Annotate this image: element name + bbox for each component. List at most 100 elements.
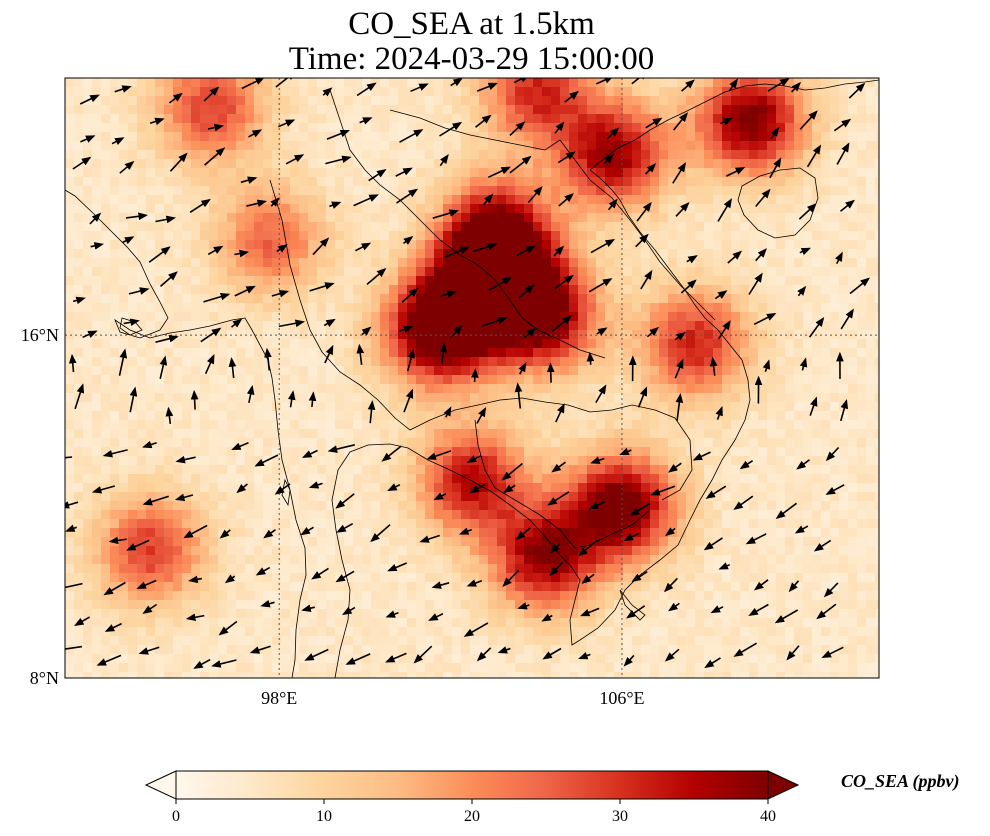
field-cell [137, 123, 147, 133]
field-cell [335, 447, 345, 457]
field-cell [641, 636, 651, 646]
field-cell [182, 87, 192, 97]
field-cell [173, 591, 183, 601]
field-cell [695, 123, 705, 133]
field-cell [659, 672, 669, 678]
field-cell [686, 96, 696, 106]
field-cell [110, 150, 120, 160]
field-cell [281, 150, 291, 160]
field-cell [614, 645, 624, 655]
field-cell [389, 582, 399, 592]
field-cell [353, 564, 363, 574]
field-cell [425, 663, 435, 673]
field-cell [614, 249, 624, 259]
field-cell [704, 213, 714, 223]
field-cell [452, 195, 462, 205]
field-cell [461, 186, 471, 196]
field-cell [470, 96, 480, 106]
field-cell [389, 231, 399, 241]
field-cell [686, 456, 696, 466]
field-cell [362, 636, 372, 646]
field-cell [290, 456, 300, 466]
field-cell [578, 231, 588, 241]
field-cell [650, 519, 660, 529]
field-cell [578, 222, 588, 232]
field-cell [164, 510, 174, 520]
field-cell [452, 411, 462, 421]
field-cell [704, 150, 714, 160]
field-cell [344, 438, 354, 448]
field-cell [290, 123, 300, 133]
field-cell [470, 357, 480, 367]
field-cell [713, 447, 723, 457]
field-cell [578, 519, 588, 529]
field-cell [362, 168, 372, 178]
field-cell [128, 195, 138, 205]
field-cell [695, 168, 705, 178]
field-cell [389, 249, 399, 259]
field-cell [488, 636, 498, 646]
field-cell [281, 303, 291, 313]
field-cell [713, 609, 723, 619]
field-cell [407, 195, 417, 205]
field-cell [722, 456, 732, 466]
field-cell [164, 159, 174, 169]
field-cell [389, 501, 399, 511]
field-cell [704, 132, 714, 142]
field-cell [641, 663, 651, 673]
field-cell [362, 267, 372, 277]
field-cell [560, 222, 570, 232]
field-cell [596, 294, 606, 304]
field-cell [641, 438, 651, 448]
field-cell [227, 195, 237, 205]
field-cell [173, 168, 183, 178]
field-cell [524, 564, 534, 574]
field-cell [110, 348, 120, 358]
field-cell [515, 438, 525, 448]
field-cell [236, 123, 246, 133]
field-cell [227, 186, 237, 196]
field-cell [173, 672, 183, 678]
field-cell [173, 294, 183, 304]
field-cell [146, 357, 156, 367]
field-cell [641, 150, 651, 160]
field-cell [371, 618, 381, 628]
field-cell [119, 528, 129, 538]
field-cell [371, 420, 381, 430]
field-cell [443, 267, 453, 277]
field-cell [83, 582, 93, 592]
field-cell [650, 384, 660, 394]
field-cell [344, 249, 354, 259]
field-cell [236, 285, 246, 295]
field-cell [659, 285, 669, 295]
field-cell [542, 645, 552, 655]
field-cell [218, 141, 228, 151]
field-cell [236, 312, 246, 322]
field-cell [245, 150, 255, 160]
field-cell [389, 627, 399, 637]
field-cell [209, 672, 219, 678]
field-cell [227, 465, 237, 475]
field-cell [254, 537, 264, 547]
field-cell [137, 186, 147, 196]
field-cell [101, 96, 111, 106]
field-cell [641, 645, 651, 655]
field-cell [326, 384, 336, 394]
field-cell [524, 276, 534, 286]
field-cell [110, 645, 120, 655]
field-cell [263, 330, 273, 340]
field-cell [137, 321, 147, 331]
field-cell [227, 132, 237, 142]
field-cell [425, 150, 435, 160]
field-cell [299, 402, 309, 412]
field-cell [209, 231, 219, 241]
field-cell [110, 159, 120, 169]
field-cell [434, 384, 444, 394]
field-cell [524, 168, 534, 178]
field-cell [533, 168, 543, 178]
field-cell [290, 222, 300, 232]
field-cell [623, 132, 633, 142]
field-cell [164, 438, 174, 448]
field-cell [353, 141, 363, 151]
field-cell [596, 465, 606, 475]
